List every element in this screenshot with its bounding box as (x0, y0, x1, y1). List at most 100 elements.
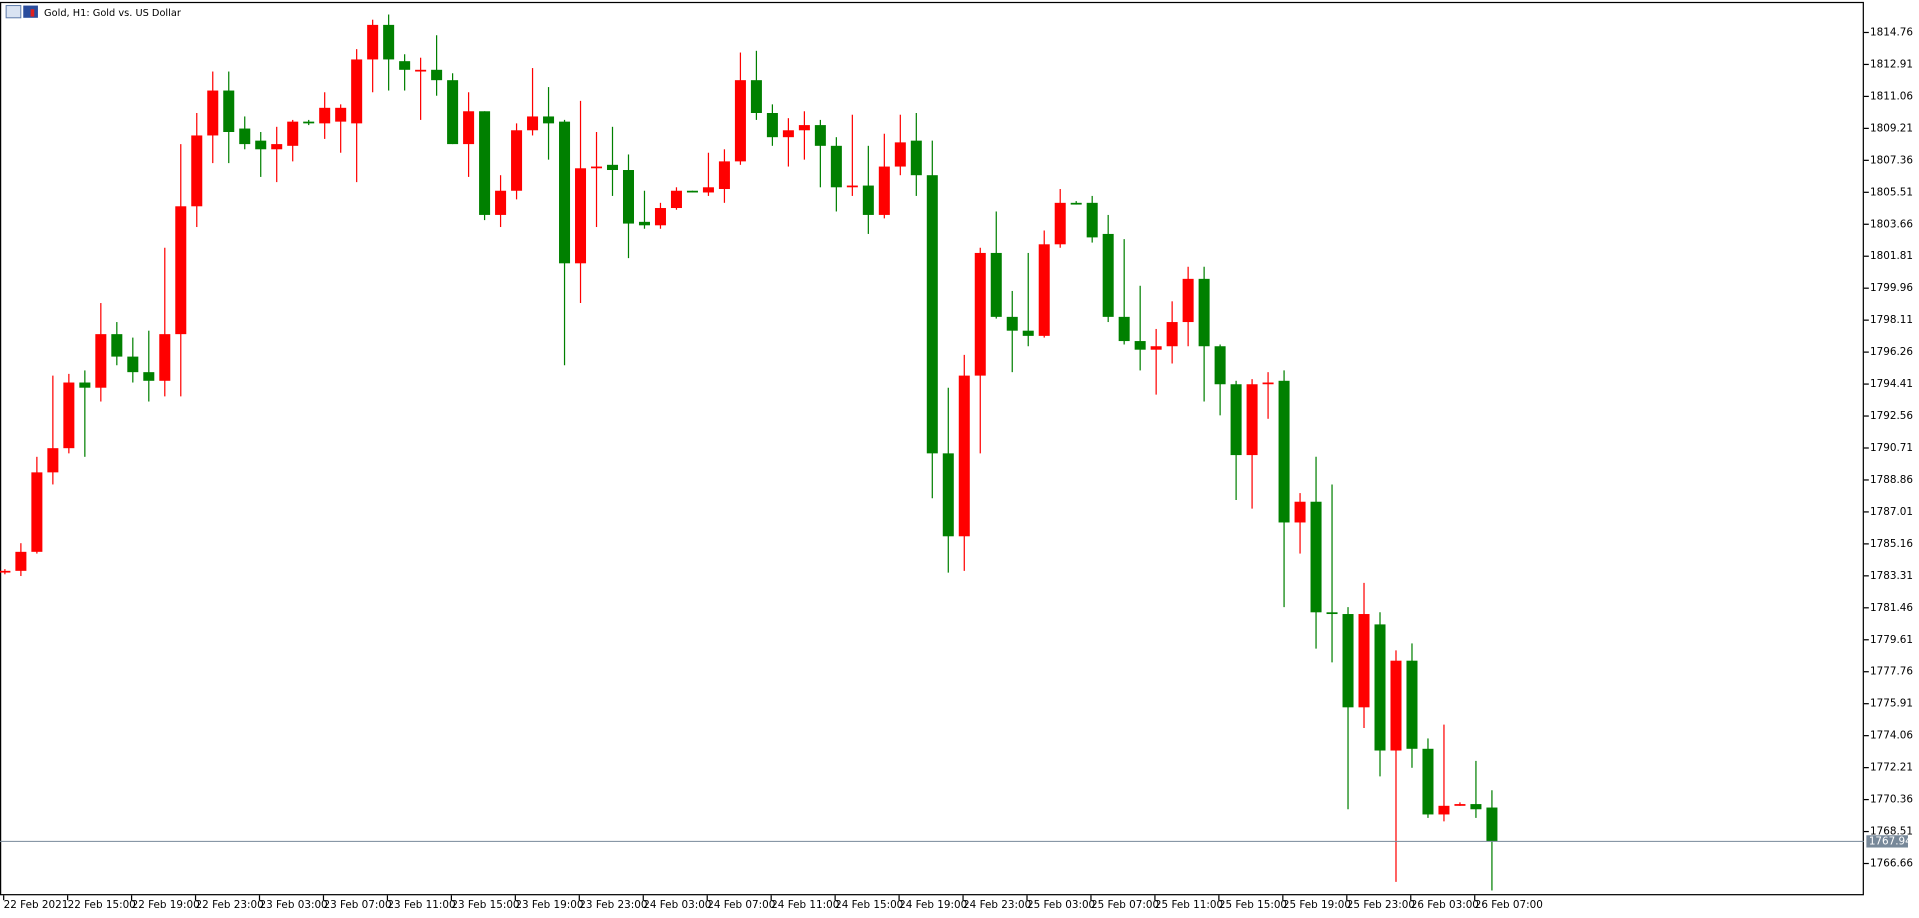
plot-frame (0, 1, 1864, 896)
candles (0, 14, 1498, 891)
last-price-tag (1866, 835, 1908, 848)
candle-body (1198, 278, 1210, 347)
x-tick-label: 23 Feb 15:00 (451, 899, 519, 911)
candle-body (1150, 346, 1162, 350)
candle-body (1022, 330, 1034, 336)
candle-body (910, 140, 922, 176)
y-tick-label: 1772.21 (1870, 762, 1913, 774)
candle-body (479, 111, 491, 215)
candle-body (1454, 804, 1466, 806)
candle-body (559, 121, 571, 264)
y-tick-label: 1783.31 (1870, 570, 1913, 582)
y-tick-label: 1781.46 (1870, 602, 1913, 614)
x-tick-label: 25 Feb 19:00 (1283, 899, 1351, 911)
x-tick-label: 22 Feb 15:00 (68, 899, 136, 911)
y-tick-label: 1801.81 (1870, 250, 1913, 262)
y-tick-label: 1790.71 (1870, 442, 1913, 454)
candle-body (606, 164, 619, 171)
candle-body (191, 135, 203, 207)
candle-body (1390, 660, 1402, 751)
candle-body (1486, 807, 1498, 842)
candle-body (511, 130, 523, 191)
x-tick-label: 25 Feb 03:00 (1027, 899, 1095, 911)
x-tick-label: 26 Feb 07:00 (1475, 899, 1543, 911)
candle-body (463, 111, 475, 145)
y-tick-label: 1803.66 (1870, 218, 1913, 230)
candle-body (1326, 612, 1338, 615)
candle-body (63, 382, 75, 449)
x-tick-label: 22 Feb 23:00 (196, 899, 264, 911)
y-tick-label: 1777.76 (1870, 666, 1913, 678)
candle-body (1070, 202, 1082, 205)
candle-body (79, 382, 91, 388)
y-tick-label: 1814.76 (1870, 26, 1913, 38)
candle-body (1374, 624, 1386, 751)
candle-body (415, 69, 427, 72)
x-tick-label: 23 Feb 19:00 (515, 899, 583, 911)
x-tick-label: 25 Feb 23:00 (1347, 899, 1415, 911)
candle-body (31, 472, 43, 552)
candle-body (926, 175, 938, 454)
candle-body (159, 334, 171, 381)
candle-body (766, 112, 778, 138)
x-tick-label: 24 Feb 15:00 (835, 899, 903, 911)
y-tick-label: 1788.86 (1870, 474, 1913, 486)
x-tick-label: 25 Feb 15:00 (1219, 899, 1287, 911)
x-tick-label: 23 Feb 07:00 (323, 899, 391, 911)
candle-body (1262, 382, 1274, 385)
candle-body (990, 252, 1002, 317)
candle-body (1038, 244, 1050, 336)
y-tick-label: 1805.51 (1870, 186, 1913, 198)
candle-body (255, 140, 267, 150)
candle-body (1166, 322, 1178, 347)
candle-body (734, 80, 746, 162)
x-tick-label: 22 Feb 19:00 (132, 899, 200, 911)
candle-body (143, 372, 155, 381)
candle-body (127, 356, 139, 373)
candle-body (1310, 501, 1322, 613)
candle-body (1246, 384, 1258, 456)
x-tick-label: 24 Feb 19:00 (899, 899, 967, 911)
candle-body (670, 190, 682, 209)
candle-body (1086, 202, 1098, 238)
x-tick-label: 23 Feb 03:00 (260, 899, 328, 911)
candle-body (798, 125, 810, 131)
candle-body (1006, 316, 1018, 331)
candle-body (702, 187, 714, 193)
candle-body (862, 185, 874, 215)
y-tick-label: 1811.06 (1870, 90, 1913, 102)
candle-body (1438, 805, 1450, 815)
candle-body (974, 252, 986, 376)
candle-body (878, 166, 890, 215)
candle-body (543, 116, 555, 124)
candle-body (527, 116, 539, 131)
candle-body (239, 128, 251, 145)
y-tick-label: 1775.91 (1870, 698, 1913, 710)
x-tick-label: 24 Feb 03:00 (643, 899, 711, 911)
candle-body (1278, 380, 1290, 523)
x-tick-label: 25 Feb 11:00 (1155, 899, 1223, 911)
candle-body (223, 90, 235, 133)
candle-body (591, 166, 603, 169)
candle-body (47, 448, 59, 473)
candle-body (447, 80, 459, 145)
y-tick-label: 1779.61 (1870, 634, 1913, 646)
candle-body (319, 107, 331, 124)
x-tick-label: 24 Feb 23:00 (963, 899, 1031, 911)
symbol-icons (5, 5, 38, 19)
candle-body (1358, 614, 1370, 708)
candle-body (271, 144, 283, 150)
y-tick-label: 1798.11 (1870, 314, 1913, 326)
y-tick-label: 1787.01 (1870, 506, 1913, 518)
y-tick-label: 1794.41 (1870, 378, 1913, 390)
candle-body (399, 61, 411, 70)
y-tick-label: 1812.91 (1870, 58, 1913, 70)
candle-body (1214, 346, 1226, 385)
candle-body (958, 375, 970, 537)
candle-body (335, 107, 347, 122)
candle-body (175, 206, 187, 335)
y-tick-label: 1774.06 (1870, 730, 1913, 742)
candle-body (15, 551, 27, 571)
chart-title: Gold, H1: Gold vs. US Dollar (44, 8, 182, 19)
